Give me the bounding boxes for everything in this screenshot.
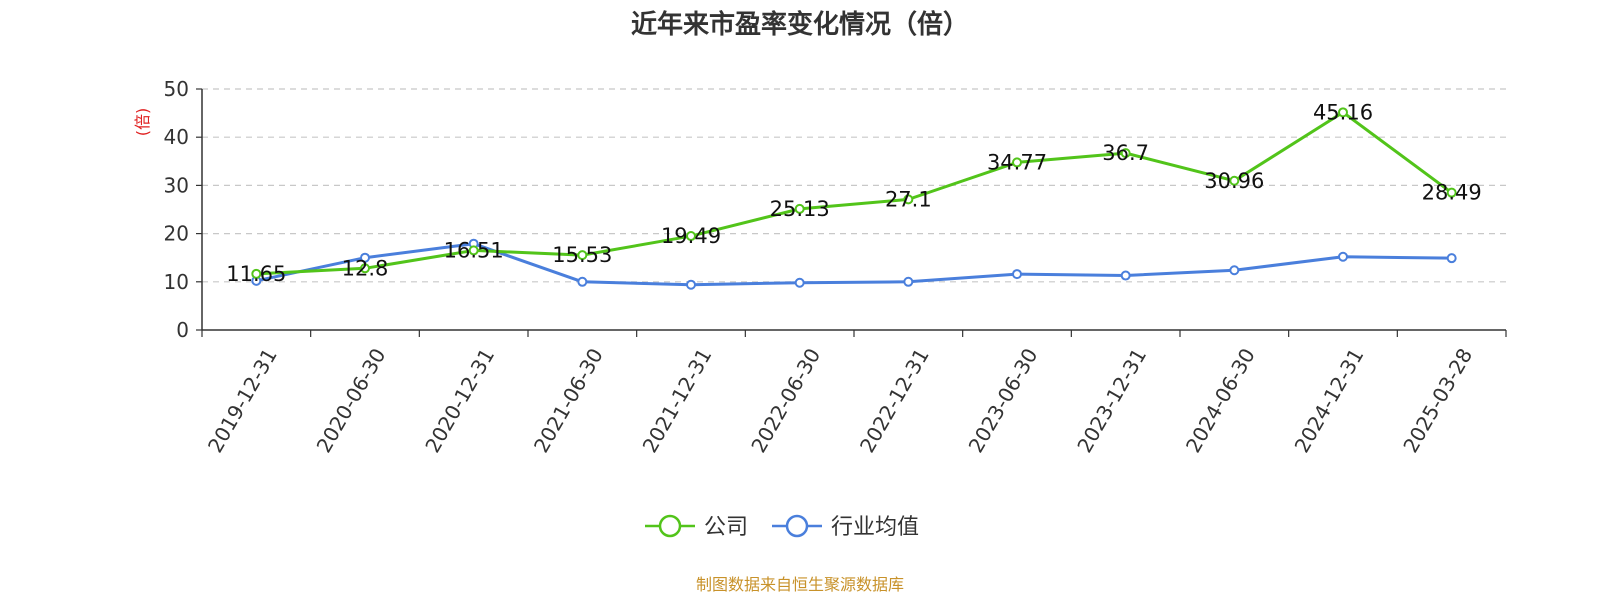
data-point[interactable] xyxy=(577,250,588,261)
x-tick-label: 2021-12-31 xyxy=(638,344,717,457)
series-line xyxy=(256,242,1452,287)
x-tick-label: 2024-12-31 xyxy=(1290,344,1369,457)
data-label: 15.53 xyxy=(552,243,612,267)
legend-item[interactable]: 公司 xyxy=(645,514,748,540)
data-point[interactable] xyxy=(1446,253,1457,264)
x-tick-label: 2020-06-30 xyxy=(312,344,391,457)
data-point[interactable] xyxy=(1012,269,1022,280)
data-point[interactable] xyxy=(686,231,696,242)
x-tick-label: 2022-12-31 xyxy=(855,344,934,457)
data-point[interactable] xyxy=(1120,148,1131,159)
x-tick-label: 2023-12-31 xyxy=(1072,344,1151,457)
x-tick-label: 2024-06-30 xyxy=(1181,344,1260,457)
data-label: 34.77 xyxy=(987,150,1047,174)
data-labels: 11.65 12.8 16.51 15.53 19.49 25.13 27.1 34.77 36… xyxy=(226,100,1481,286)
x-tick-label: 2020-12-31 xyxy=(420,344,499,457)
data-point[interactable] xyxy=(1338,107,1348,118)
data-point[interactable] xyxy=(577,276,588,287)
y-tick-label: 10 xyxy=(164,270,189,294)
legend-label: 公司 xyxy=(704,515,748,540)
data-point[interactable] xyxy=(903,194,914,205)
data-point[interactable] xyxy=(903,276,914,287)
legend-marker xyxy=(658,514,682,538)
y-tick-label: 30 xyxy=(164,173,189,197)
data-point[interactable] xyxy=(468,245,479,256)
series-0 xyxy=(251,107,1457,279)
data-label: 45.16 xyxy=(1313,100,1373,124)
chart-title: 近年来市盈率变化情况（倍） xyxy=(631,9,969,40)
data-point[interactable] xyxy=(360,252,370,263)
data-point[interactable] xyxy=(794,203,805,214)
legend-item[interactable]: 行业均值 xyxy=(772,514,919,540)
x-tick-label: 2023-06-30 xyxy=(964,344,1043,457)
series-1 xyxy=(251,238,1457,290)
series-line xyxy=(256,110,1453,276)
data-point[interactable] xyxy=(1012,157,1022,168)
data-point[interactable] xyxy=(1446,187,1457,198)
data-point[interactable] xyxy=(1229,265,1240,276)
data-source-note: 制图数据来自恒生聚源数据库 xyxy=(696,575,904,594)
data-label: 27.1 xyxy=(885,187,932,211)
data-point[interactable] xyxy=(1120,270,1131,281)
data-point[interactable] xyxy=(794,277,805,288)
y-tick-label: 50 xyxy=(164,77,189,101)
legend[interactable]: 公司 行业均值 xyxy=(645,514,919,540)
data-label: 30.96 xyxy=(1204,169,1264,193)
x-tick-label: 2021-06-30 xyxy=(529,344,608,457)
y-tick-label: 20 xyxy=(164,222,189,246)
data-label: 16.51 xyxy=(444,238,504,262)
data-point[interactable] xyxy=(251,268,262,279)
data-point[interactable] xyxy=(360,263,370,274)
x-tick-label: 2025-03-28 xyxy=(1398,344,1477,457)
data-point[interactable] xyxy=(686,279,696,290)
data-point[interactable] xyxy=(1229,175,1240,186)
data-label: 11.65 xyxy=(226,262,286,286)
x-tick-label: 2019-12-31 xyxy=(203,344,282,457)
series-lines xyxy=(251,107,1457,290)
data-label: 19.49 xyxy=(661,224,721,248)
data-point[interactable] xyxy=(1338,251,1348,262)
y-tick-label: 40 xyxy=(164,125,189,149)
data-label: 25.13 xyxy=(770,197,830,221)
y-axis-unit-label: (倍) xyxy=(133,108,152,137)
legend-label: 行业均值 xyxy=(831,515,919,540)
data-label: 28.49 xyxy=(1422,181,1482,205)
x-tick-label: 2022-06-30 xyxy=(746,344,825,457)
data-label: 12.8 xyxy=(342,256,389,280)
legend-marker xyxy=(785,514,809,538)
data-label: 36.7 xyxy=(1102,141,1149,165)
y-tick-label: 0 xyxy=(176,318,189,342)
